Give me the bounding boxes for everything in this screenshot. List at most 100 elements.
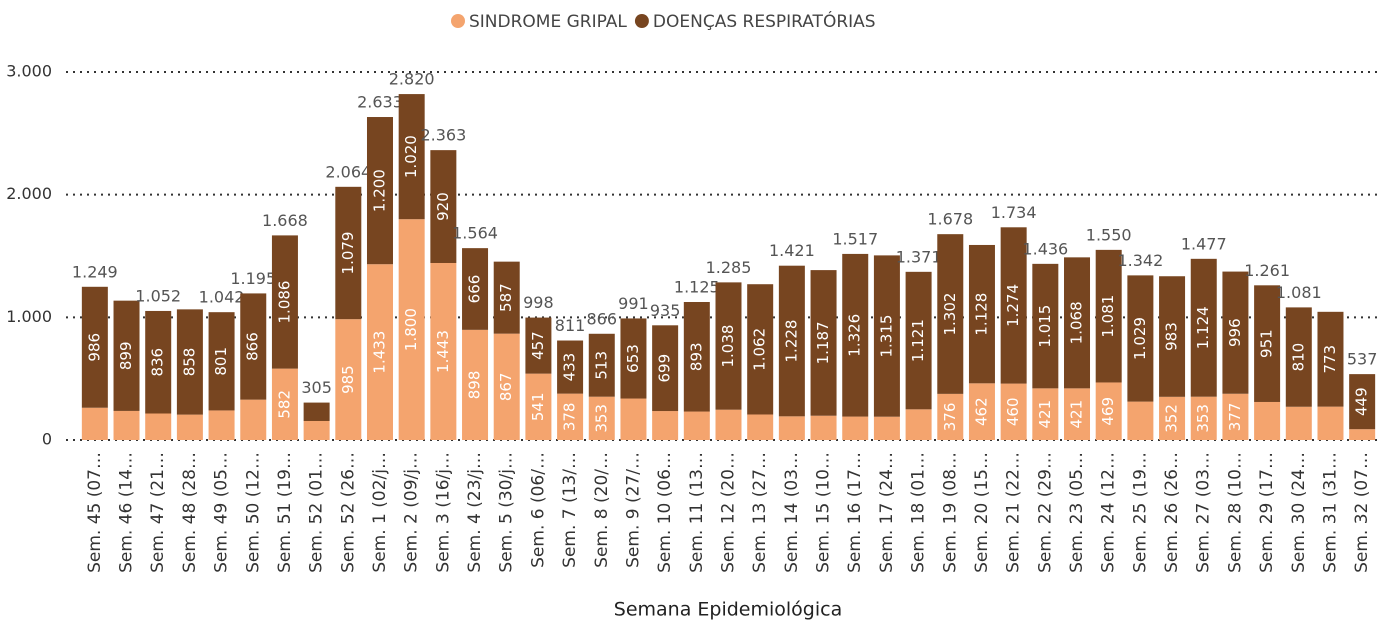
bar-segment	[873, 255, 900, 417]
value-label: 996	[1226, 318, 1244, 347]
x-tick-label: Sem. 20 (15…	[972, 452, 992, 573]
x-tick-label: Sem. 26 (26…	[1162, 452, 1182, 573]
bar-segment	[1032, 263, 1059, 389]
value-label: 985	[339, 365, 357, 394]
total-label: 1.477	[1181, 234, 1227, 253]
x-tick-label: Sem. 10 (06…	[655, 452, 675, 573]
y-tick-label: 0	[42, 430, 52, 449]
value-label: 986	[85, 333, 103, 362]
value-label: 836	[149, 348, 167, 377]
total-label: 2.064	[325, 162, 371, 181]
bar-segment	[1095, 249, 1122, 383]
total-label: 1.678	[927, 210, 973, 229]
bar-segment	[366, 117, 393, 265]
bar-segment	[937, 393, 964, 440]
value-label: 462	[972, 397, 990, 426]
total-label: 991	[618, 294, 649, 313]
value-label: 1.086	[275, 281, 293, 324]
bar-segment	[1064, 257, 1091, 389]
x-tick-label: Sem. 32 (07…	[1352, 452, 1372, 573]
bar-segment	[240, 293, 267, 400]
bar-segment	[113, 410, 140, 440]
bar-segment	[778, 265, 805, 417]
bar-segment	[113, 300, 140, 411]
value-label: 1.029	[1131, 317, 1149, 360]
x-tick-label: Sem. 16 (17…	[845, 452, 865, 573]
total-label: 1.125	[674, 278, 720, 297]
x-tick-label: Sem. 45 (07…	[85, 452, 105, 573]
x-tick-label: Sem. 7 (13/…	[560, 452, 580, 568]
x-tick-label: Sem. 31 (31…	[1320, 452, 1340, 573]
total-label: 1.668	[262, 211, 308, 230]
value-label: 773	[1321, 345, 1339, 374]
value-label: 1.433	[370, 331, 388, 374]
bar-segment	[1254, 401, 1281, 440]
y-tick-label: 2.000	[6, 184, 52, 203]
value-label: 421	[1068, 400, 1086, 429]
bar-segment	[842, 416, 869, 440]
x-tick-label: Sem. 47 (21…	[148, 452, 168, 573]
bar-segment	[968, 383, 995, 440]
x-tick-label: Sem. 19 (08…	[940, 452, 960, 573]
value-label: 1.124	[1194, 306, 1212, 349]
x-tick-label: Sem. 24 (12…	[1099, 452, 1119, 573]
x-tick-label: Sem. 9 (27/…	[623, 452, 643, 568]
value-label: 1.315	[877, 315, 895, 358]
x-tick-label: Sem. 1 (02/j…	[370, 452, 390, 573]
bar-segment	[1222, 271, 1249, 394]
bar-segment	[176, 414, 203, 440]
bar-segment	[1190, 396, 1217, 440]
value-label: 699	[656, 354, 674, 383]
value-label: 666	[466, 275, 484, 304]
bar-segment	[81, 286, 108, 408]
bar-segment	[778, 416, 805, 440]
value-label: 1.443	[434, 330, 452, 373]
value-label: 893	[687, 342, 705, 371]
x-tick-label: Sem. 11 (13…	[687, 452, 707, 573]
bar-segment	[747, 284, 774, 415]
bar-segment	[968, 244, 995, 384]
value-label: 1.274	[1004, 284, 1022, 327]
bar-segment	[430, 262, 457, 440]
bar-segment	[715, 282, 742, 410]
bar-segment	[1222, 393, 1249, 440]
value-label: 866	[244, 332, 262, 361]
bar-segment	[81, 407, 108, 440]
bar-segment	[1000, 383, 1027, 440]
value-label: 920	[434, 192, 452, 221]
value-label: 353	[592, 404, 610, 433]
legend-swatch	[451, 14, 465, 28]
value-label: 1.302	[941, 293, 959, 336]
x-tick-label: Sem. 8 (20/…	[592, 452, 612, 568]
x-tick-label: Sem. 2 (09/j…	[402, 452, 422, 573]
bar-segment	[905, 271, 932, 410]
total-label: 1.436	[1022, 239, 1068, 258]
bar-segment	[145, 413, 172, 440]
x-tick-label: Sem. 12 (20…	[719, 452, 739, 573]
bar-segment	[1127, 401, 1154, 440]
total-label: 1.249	[72, 262, 118, 281]
bar-segment	[525, 317, 552, 374]
x-tick-label: Sem. 5 (30/j…	[497, 452, 517, 573]
x-tick-label: Sem. 25 (19…	[1130, 452, 1150, 573]
value-label: 1.062	[751, 328, 769, 371]
value-label: 1.079	[339, 232, 357, 275]
value-label: 378	[561, 402, 579, 431]
total-label: 1.042	[199, 288, 245, 307]
bar-segment	[1000, 227, 1027, 384]
total-label: 866	[586, 309, 617, 328]
value-label: 1.038	[719, 325, 737, 368]
value-label: 460	[1004, 397, 1022, 426]
value-label: 457	[529, 331, 547, 360]
bar-segment	[652, 411, 679, 440]
bar-segment	[588, 333, 615, 397]
total-label: 1.081	[1276, 283, 1322, 302]
bar-segment	[303, 402, 330, 421]
bar-segment	[462, 329, 489, 440]
x-tick-label: Sem. 23 (05…	[1067, 452, 1087, 573]
y-tick-label: 3.000	[6, 62, 52, 81]
value-label: 1.228	[782, 320, 800, 363]
value-label: 951	[1258, 329, 1276, 358]
bar-segment	[1349, 429, 1376, 440]
x-tick-label: Sem. 4 (23/j…	[465, 452, 485, 573]
